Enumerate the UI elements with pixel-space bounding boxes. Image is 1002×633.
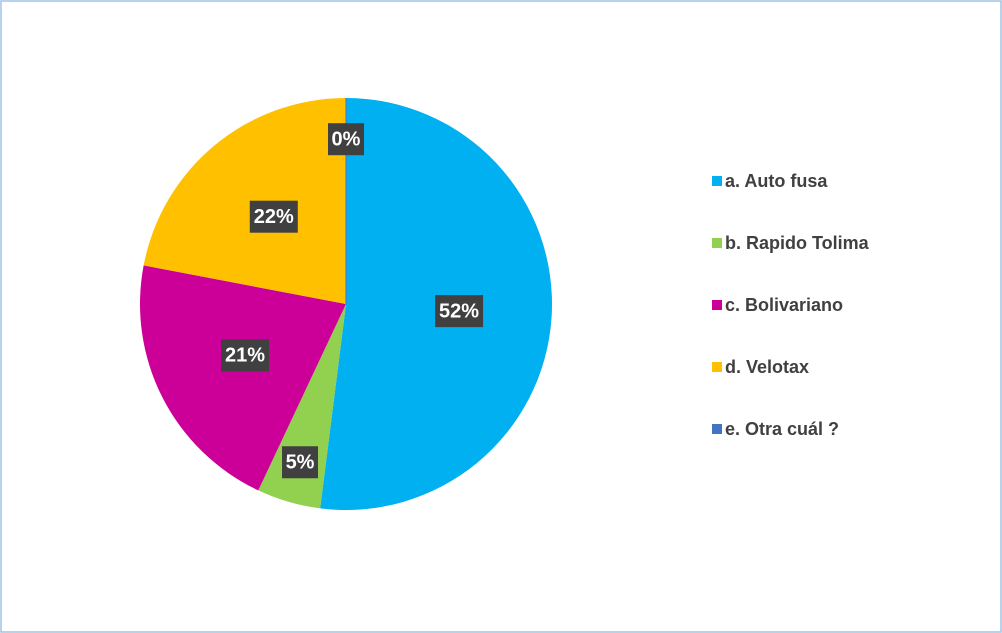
data-label: 5% xyxy=(286,452,315,474)
legend-label: d. Velotax xyxy=(725,357,809,377)
pie-slice xyxy=(258,304,346,509)
pie-slice xyxy=(143,98,346,304)
legend-label: a. Auto fusa xyxy=(725,171,828,191)
legend-label: c. Bolivariano xyxy=(725,295,843,315)
data-label-box xyxy=(282,446,319,479)
legend-swatch xyxy=(712,238,722,248)
legend-swatch xyxy=(712,424,722,434)
legend-label: b. Rapido Tolima xyxy=(725,233,870,253)
legend-swatch xyxy=(712,176,722,186)
data-label: 21% xyxy=(225,345,265,367)
legend-label: e. Otra cuál ? xyxy=(725,419,839,439)
data-label: 22% xyxy=(254,206,294,228)
data-label-box xyxy=(435,295,484,328)
pie-slice xyxy=(139,265,346,491)
data-label-box xyxy=(221,339,270,372)
data-label: 52% xyxy=(439,300,479,322)
data-label-box xyxy=(328,123,364,156)
data-label-box xyxy=(249,200,298,233)
legend-swatch xyxy=(712,362,722,372)
data-label: 0% xyxy=(332,128,361,150)
legend-swatch xyxy=(712,300,722,310)
